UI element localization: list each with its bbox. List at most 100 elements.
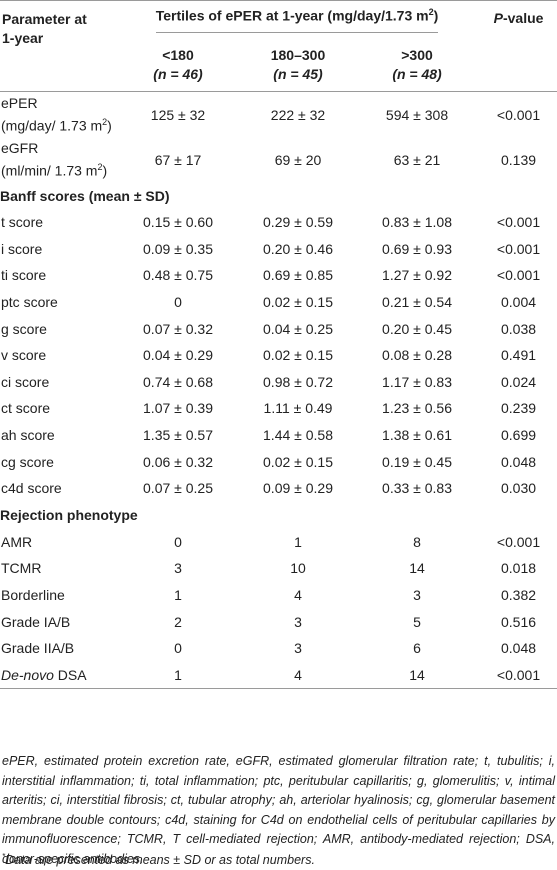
- cell-pvalue: 0.018: [501, 560, 537, 577]
- cell-value: 0: [174, 533, 182, 550]
- row-label-end: ): [107, 117, 112, 134]
- cell-pvalue: <0.001: [496, 666, 541, 683]
- cell-value: 0.33 ± 0.83: [382, 480, 452, 497]
- cell-value: 0.07 ± 0.25: [143, 480, 213, 497]
- table-row: Grade IIA/B 0 3 6 0.048: [0, 635, 557, 662]
- row-label: v score: [1, 347, 47, 364]
- cell-pvalue: 0.048: [501, 453, 537, 470]
- cell-pvalue: 0.239: [501, 400, 537, 417]
- row-label: Grade IA/B: [1, 613, 71, 630]
- tertile-header-high: >300 (n = 48): [354, 39, 480, 92]
- row-label: Borderline: [1, 587, 65, 604]
- table-row: t score 0.15 ± 0.60 0.29 ± 0.59 0.83 ± 1.08…: [0, 209, 557, 236]
- cell-value: 1: [174, 666, 182, 683]
- cell-pvalue: <0.001: [496, 267, 541, 284]
- cell-value: 0.02 ± 0.15: [263, 294, 333, 311]
- cell-value: 4: [294, 587, 302, 604]
- cell-value: 1.27 ± 0.92: [382, 267, 452, 284]
- cell-value: 0.29 ± 0.59: [263, 214, 333, 231]
- cell-pvalue: 0.382: [501, 587, 537, 604]
- cell-value: 67 ± 17: [154, 151, 202, 168]
- table-row: v score 0.04 ± 0.29 0.02 ± 0.15 0.08 ± 0.28…: [0, 342, 557, 369]
- tertile-n: (n = 46): [153, 66, 203, 82]
- cell-value: 1.17 ± 0.83: [382, 373, 452, 390]
- cell-value: 222 ± 32: [270, 106, 326, 123]
- cell-value: 1.35 ± 0.57: [143, 427, 213, 444]
- table-row: AMR 0 1 8 <0.001: [0, 529, 557, 556]
- cell-pvalue: 0.024: [501, 373, 537, 390]
- cell-value: 0.08 ± 0.28: [382, 347, 452, 364]
- cell-pvalue: 0.139: [501, 151, 537, 168]
- cell-value: 0.98 ± 0.72: [263, 373, 333, 390]
- row-label-rest: DSA: [53, 666, 87, 683]
- cell-value: 0.74 ± 0.68: [143, 373, 213, 390]
- tertile-n: (n = 48): [392, 66, 442, 82]
- tertile-n: (n = 45): [273, 66, 323, 82]
- cell-value: 14: [409, 666, 425, 683]
- row-label: AMR: [1, 533, 33, 550]
- row-label-sup: 2: [102, 116, 108, 127]
- cell-value: 3: [413, 587, 421, 604]
- row-label: ci score: [1, 373, 50, 390]
- cell-value: 0.02 ± 0.15: [263, 347, 333, 364]
- row-label: t score: [1, 214, 44, 231]
- cell-value: 63 ± 21: [393, 151, 441, 168]
- cell-pvalue: 0.030: [501, 480, 537, 497]
- row-label: c4d score: [1, 480, 62, 497]
- row-label: Grade IIA/B: [1, 640, 75, 657]
- row-label: cg score: [1, 453, 54, 470]
- row-label-line2: (ml/min/ 1.73 m: [1, 162, 98, 179]
- cell-value: 1: [294, 533, 302, 550]
- table-footnote: ePER, estimated protein excretion rate, …: [2, 754, 555, 866]
- cell-pvalue: 0.491: [501, 347, 537, 364]
- tertile-range: 180–300: [270, 47, 326, 63]
- row-label: ti score: [1, 267, 47, 284]
- row-label: ePER (mg/day/ 1.73 m2): [0, 92, 114, 138]
- cell-value: 0.09 ± 0.35: [143, 240, 213, 257]
- cell-pvalue: 0.004: [501, 294, 537, 311]
- cell-value: 69 ± 20: [274, 151, 322, 168]
- row-label: De-novo DSA: [0, 662, 114, 689]
- cell-value: 0.09 ± 0.29: [263, 480, 333, 497]
- cell-pvalue: 0.699: [501, 427, 537, 444]
- header-row-1: Parameter at 1-year Tertiles of ePER at …: [0, 0, 557, 46]
- cell-value: 0.20 ± 0.45: [382, 320, 452, 337]
- cell-value: 3: [294, 613, 302, 630]
- cell-value: 1: [174, 587, 182, 604]
- cell-value: 1.44 ± 0.58: [263, 427, 333, 444]
- table-row: ct score 1.07 ± 0.39 1.11 ± 0.49 1.23 ± 0.5…: [0, 395, 557, 422]
- row-label: ptc score: [1, 294, 58, 311]
- row-label-sup: 2: [97, 161, 103, 172]
- cell-value: 0.02 ± 0.15: [263, 453, 333, 470]
- tertile-header-low: <180 (n = 46): [114, 39, 242, 92]
- tertiles-title-end: ): [433, 7, 439, 24]
- row-label-line1: eGFR: [1, 139, 39, 156]
- pvalue-header-rest: -value: [502, 10, 544, 26]
- cell-value: 4: [294, 666, 302, 683]
- header-row-2: <180 (n = 46) 180–300 (n = 45) >300 (n =…: [0, 39, 557, 92]
- cell-value: 594 ± 308: [385, 106, 449, 123]
- table-footnote-data-note: *Data are presented as means ± SD or as …: [2, 849, 555, 868]
- cell-value: 0.15 ± 0.60: [143, 214, 213, 231]
- footnote-data-note-text: Data are presented as means ± SD or as t…: [5, 853, 315, 868]
- cell-value: 0.69 ± 0.93: [382, 240, 452, 257]
- table-row: ci score 0.74 ± 0.68 0.98 ± 0.72 1.17 ± 0.8…: [0, 369, 557, 396]
- cell-value: 5: [413, 613, 421, 630]
- section-header-row: Banff scores (mean ± SD): [0, 182, 557, 209]
- cell-pvalue: 0.516: [501, 613, 537, 630]
- parameter-header: Parameter at 1-year: [0, 1, 114, 92]
- cell-value: 125 ± 32: [150, 106, 206, 123]
- cell-value: 0.04 ± 0.29: [143, 347, 213, 364]
- table-row: i score 0.09 ± 0.35 0.20 ± 0.46 0.69 ± 0.93…: [0, 236, 557, 263]
- table-row: Borderline 1 4 3 0.382: [0, 582, 557, 609]
- row-label-line1: ePER: [1, 94, 38, 111]
- row-label-italic: De-novo: [1, 666, 54, 683]
- cell-pvalue: 0.038: [501, 320, 537, 337]
- pvalue-header-italic: P: [493, 10, 503, 26]
- cell-value: 0.20 ± 0.46: [263, 240, 333, 257]
- cell-value: 0.83 ± 1.08: [382, 214, 452, 231]
- row-label: ct score: [1, 400, 51, 417]
- cell-value: 0.48 ± 0.75: [143, 267, 213, 284]
- cell-value: 1.38 ± 0.61: [382, 427, 452, 444]
